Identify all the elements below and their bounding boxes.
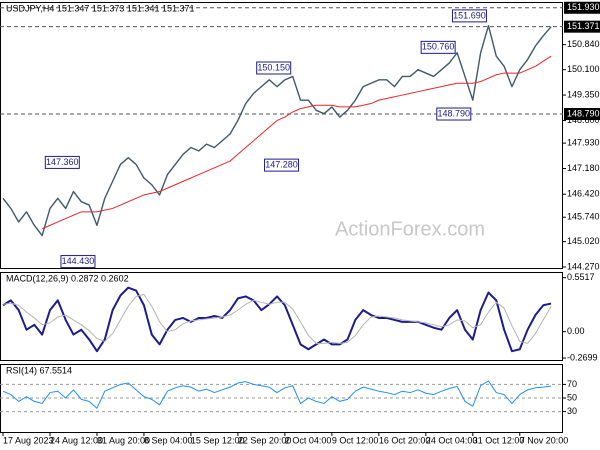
x-tick-label: 24 Aug 12:00 <box>50 435 103 445</box>
annotation-box <box>436 107 472 121</box>
y-tick-label: 150.100 <box>567 64 600 74</box>
panel-frame <box>0 272 563 361</box>
y-tick-label: 150.840 <box>567 39 600 49</box>
annotation-label: 144.430 <box>62 256 95 266</box>
y-tick-label: -0.2699 <box>567 352 598 362</box>
panel-title: MACD(12,26,9) 0.2872 0.2602 <box>6 273 129 283</box>
annotation-box <box>451 9 487 23</box>
panel-title: USDJPY,H4 151.347 151.373 151.341 151.37… <box>6 3 195 13</box>
series-line <box>2 380 552 409</box>
panel-title: RSI(14) 67.5514 <box>6 365 72 375</box>
x-tick-label: 15 Sep 12:00 <box>191 435 245 445</box>
level-label: 148.790 <box>567 108 600 118</box>
annotation-box <box>44 155 80 169</box>
y-tick-label: 70 <box>567 379 577 389</box>
y-tick-label: 145.740 <box>567 212 600 222</box>
level-box <box>564 20 600 33</box>
y-tick-label: 147.180 <box>567 163 600 173</box>
annotation-box <box>256 61 292 75</box>
x-tick-label: 7 Nov 20:00 <box>520 435 569 445</box>
y-tick-label: 146.420 <box>567 189 600 199</box>
y-tick-label: 30 <box>567 406 577 416</box>
y-tick-label: 149.350 <box>567 89 600 99</box>
x-tick-label: 17 Aug 2023 <box>3 435 54 445</box>
annotation-label: 148.790 <box>438 108 471 118</box>
series-line <box>2 286 552 353</box>
x-tick-label: 8 Sep 04:00 <box>144 435 193 445</box>
watermark: ActionForex.com <box>335 218 485 240</box>
x-tick-label: 24 Oct 04:00 <box>426 435 478 445</box>
level-box <box>564 1 600 14</box>
series-line <box>2 24 552 237</box>
x-tick-label: 16 Oct 20:00 <box>379 435 431 445</box>
x-tick-label: 31 Oct 12:00 <box>473 435 525 445</box>
y-tick-label: 145.020 <box>567 236 600 246</box>
annotation-label: 150.760 <box>422 42 455 52</box>
y-tick-label: 0.00 <box>567 326 585 336</box>
level-label: 151.371 <box>567 21 600 31</box>
y-tick-label: 0.5517 <box>567 272 595 282</box>
annotation-label: 147.360 <box>46 157 79 167</box>
y-tick-label: 144.270 <box>567 261 600 271</box>
panel-frame <box>0 2 563 269</box>
annotation-box <box>264 158 300 172</box>
x-tick-label: 22 Sep 20:00 <box>238 435 292 445</box>
level-box <box>564 108 600 121</box>
y-tick-label: 50 <box>567 392 577 402</box>
level-label: 151.930 <box>567 2 600 12</box>
annotation-label: 151.690 <box>453 10 486 20</box>
x-tick-label: 31 Aug 20:00 <box>97 435 150 445</box>
series-line <box>41 55 552 230</box>
x-tick-label: 9 Oct 12:00 <box>332 435 379 445</box>
x-tick-label: 2 Oct 04:00 <box>285 435 332 445</box>
annotation-label: 150.150 <box>257 62 290 72</box>
y-tick-label: 147.930 <box>567 137 600 147</box>
series-line <box>2 293 552 344</box>
annotation-box <box>60 255 96 269</box>
annotation-box <box>420 40 456 54</box>
annotation-label: 147.280 <box>265 159 298 169</box>
